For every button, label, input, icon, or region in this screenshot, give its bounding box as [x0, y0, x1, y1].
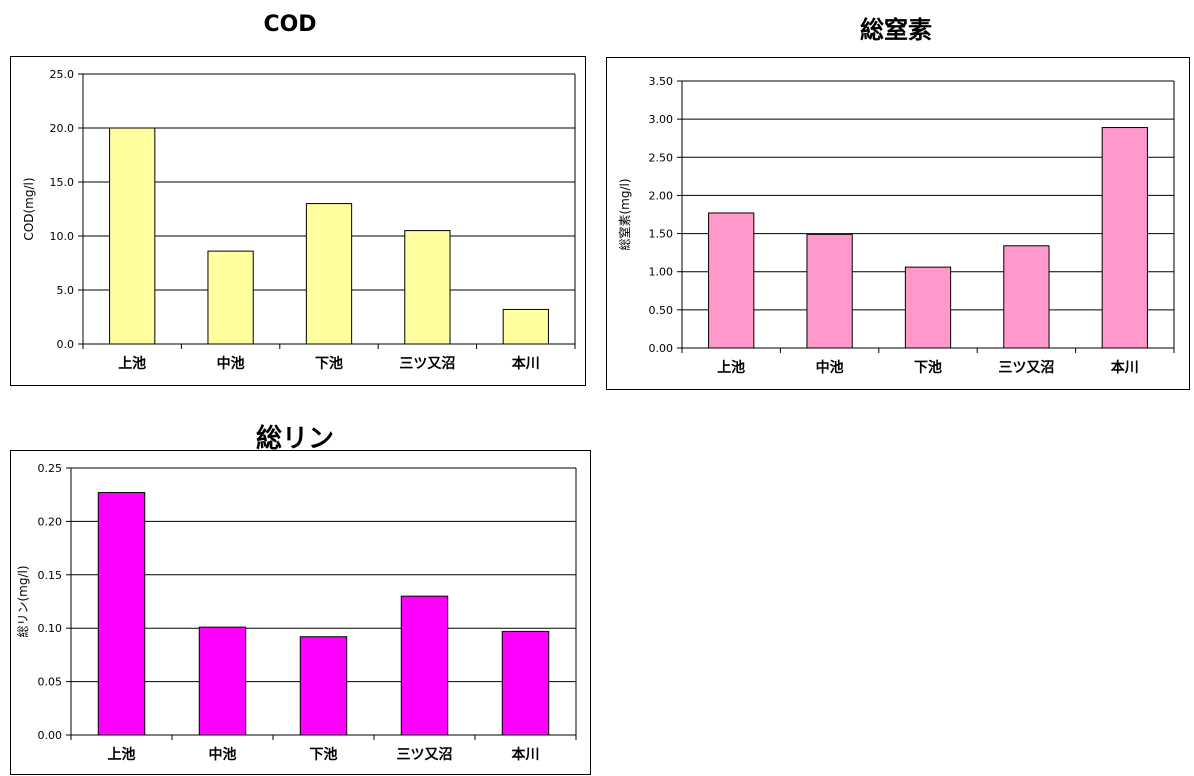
cod-bar-0 — [109, 127, 156, 345]
tn-y-tick-label: 3.00 — [649, 113, 674, 126]
chart-tp-title: 総リン — [255, 424, 334, 454]
tp-y-tick-label: 0.00 — [38, 729, 63, 742]
chart-tp-svg: 0.00 0.05 0.10 0.15 0.20 0.25 上池 中池 下池 三ツ又沼 本川 総リン(… — [16, 462, 577, 763]
tp-bar-1 — [198, 626, 247, 736]
tp-x-tick-label: 三ツ又沼 — [397, 747, 453, 763]
tp-y-axis-title: 総リン(mg/l) — [16, 565, 30, 637]
cod-y-tick-label: 5.0 — [57, 284, 75, 297]
cod-y-tick-label: 15.0 — [50, 176, 75, 189]
tp-bar-2 — [299, 636, 348, 736]
cod-x-tick-label: 下池 — [315, 355, 343, 372]
tn-x-tick-label: 上池 — [717, 359, 745, 376]
chart-tn-title: 総窒素 — [860, 16, 932, 44]
chart-cod-svg: 0.0 5.0 10.0 15.0 20.0 25.0 上池 中池 下池 三ツ又沼 本川 COD(mg… — [22, 68, 576, 372]
tn-y-tick-label: 1.00 — [649, 266, 674, 279]
tp-y-tick-label: 0.05 — [38, 676, 63, 689]
cod-bar-4 — [502, 308, 549, 345]
cod-bar-1 — [207, 250, 254, 345]
tp-x-tick-label: 上池 — [108, 746, 136, 763]
tp-y-tick-label: 0.25 — [38, 462, 63, 475]
tn-y-tick-label: 0.50 — [649, 304, 674, 317]
tn-bar-0 — [708, 212, 755, 349]
cod-bar-3 — [404, 230, 451, 345]
tp-bar-4 — [501, 630, 550, 736]
tp-x-tick-label: 下池 — [310, 746, 338, 763]
tn-x-tick-label: 本川 — [1111, 359, 1139, 376]
tn-x-tick-label: 下池 — [914, 359, 942, 376]
chart-tn: 0.00 0.50 1.00 1.50 2.00 2.50 3.00 3.50 上池 中池 下池 三ツ… — [606, 57, 1190, 390]
cod-x-tick-label: 上池 — [118, 355, 146, 372]
cod-y-tick-label: 25.0 — [50, 68, 75, 81]
cod-x-tick-label: 三ツ又沼 — [399, 356, 455, 372]
tp-y-tick-label: 0.10 — [38, 622, 63, 635]
tp-x-tick-label: 本川 — [512, 746, 540, 763]
tn-y-tick-label: 3.50 — [649, 75, 674, 88]
tn-y-tick-label: 2.00 — [649, 189, 674, 202]
tn-bar-3 — [1003, 245, 1050, 349]
tp-bar-3 — [400, 595, 449, 736]
cod-x-tick-label: 本川 — [512, 355, 540, 372]
chart-tn-svg: 0.00 0.50 1.00 1.50 2.00 2.50 3.00 3.50 上池 中池 下池 三ツ… — [617, 75, 1175, 376]
tn-y-tick-label: 2.50 — [649, 151, 674, 164]
tn-y-tick-label: 0.00 — [649, 342, 674, 355]
cod-y-tick-label: 0.0 — [57, 338, 75, 351]
tp-bar-0 — [97, 492, 146, 736]
tn-y-tick-label: 1.50 — [649, 228, 674, 241]
tp-y-tick-label: 0.15 — [38, 569, 63, 582]
tp-x-tick-label: 中池 — [209, 746, 237, 763]
tn-bar-1 — [806, 233, 853, 349]
cod-y-tick-label: 10.0 — [50, 230, 75, 243]
cod-bar-2 — [305, 203, 353, 345]
chart-cod: 0.0 5.0 10.0 15.0 20.0 25.0 上池 中池 下池 三ツ又沼 本川 COD(mg… — [10, 56, 586, 386]
chart-cod-title: COD — [263, 12, 317, 37]
cod-y-tick-label: 20.0 — [50, 122, 75, 135]
tp-y-tick-label: 0.20 — [38, 515, 63, 528]
tn-bar-4 — [1101, 127, 1148, 349]
tn-x-tick-label: 中池 — [816, 359, 844, 376]
chart-tp: 0.00 0.05 0.10 0.15 0.20 0.25 上池 中池 下池 三ツ又沼 本川 総リン(… — [10, 450, 591, 775]
tn-bar-2 — [904, 266, 952, 349]
tn-y-axis-title: 総窒素(mg/l) — [617, 178, 632, 250]
cod-x-tick-label: 中池 — [217, 355, 245, 372]
tn-x-tick-label: 三ツ又沼 — [998, 360, 1054, 376]
cod-y-axis-title: COD(mg/l) — [22, 177, 36, 240]
